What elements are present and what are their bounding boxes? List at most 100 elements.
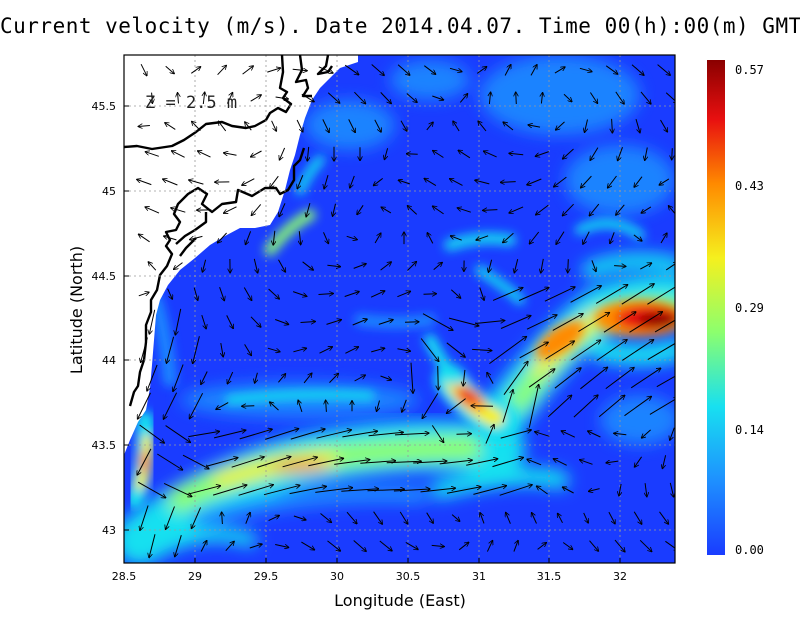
- velocity-arrow: [189, 392, 204, 419]
- velocity-arrow: [138, 126, 150, 127]
- velocity-arrow: [218, 121, 227, 132]
- velocity-arrow: [345, 347, 358, 354]
- velocity-arrow: [665, 92, 675, 103]
- velocity-arrow: [422, 393, 439, 418]
- velocity-arrow: [660, 119, 668, 132]
- velocity-arrow: [516, 92, 517, 105]
- velocity-arrow: [250, 316, 261, 327]
- velocity-arrow: [528, 125, 541, 127]
- velocity-arrow: [541, 258, 544, 273]
- velocity-arrow: [399, 511, 408, 524]
- velocity-arrow: [488, 259, 493, 273]
- velocity-arrow: [432, 95, 443, 100]
- velocity-arrow: [449, 67, 462, 71]
- velocity-arrow: [544, 287, 575, 302]
- velocity-arrow: [263, 485, 300, 496]
- velocity-arrow: [322, 119, 329, 132]
- x-tick-label: 28.5: [112, 570, 137, 583]
- velocity-arrow: [307, 146, 308, 161]
- velocity-arrow: [407, 206, 418, 215]
- velocity-arrow: [327, 92, 340, 103]
- velocity-arrow: [453, 121, 460, 132]
- velocity-arrow: [279, 203, 286, 216]
- velocity-arrow: [226, 92, 232, 104]
- velocity-arrow: [492, 288, 523, 301]
- velocity-arrow: [504, 65, 511, 76]
- y-tick-label: 45.5: [92, 100, 117, 113]
- velocity-arrow: [353, 540, 367, 552]
- grid-lines: [124, 55, 675, 563]
- velocity-arrow: [275, 319, 289, 325]
- velocity-arrow: [201, 314, 206, 329]
- velocity-arrow: [503, 122, 514, 131]
- velocity-arrow: [147, 364, 158, 391]
- velocity-arrow: [334, 460, 370, 465]
- velocity-arrow: [466, 459, 498, 466]
- velocity-arrow: [439, 460, 473, 465]
- velocity-arrow: [554, 368, 581, 389]
- colorbar-tick-label: 0.14: [735, 423, 764, 437]
- velocity-arrow: [267, 347, 280, 352]
- velocity-arrow: [326, 320, 342, 325]
- velocity-arrow: [500, 182, 516, 183]
- velocity-arrow: [316, 430, 352, 439]
- velocity-arrow: [323, 232, 329, 243]
- velocity-arrow: [606, 461, 619, 463]
- velocity-arrow: [222, 512, 223, 525]
- velocity-arrow: [367, 489, 405, 491]
- speed-field: [124, 55, 675, 563]
- velocity-arrow: [193, 336, 200, 363]
- velocity-arrow: [393, 489, 430, 491]
- velocity-arrow: [406, 154, 418, 155]
- velocity-arrow: [537, 543, 547, 550]
- velocity-arrow: [647, 286, 675, 305]
- velocity-arrow: [670, 427, 675, 441]
- velocity-arrow: [578, 313, 609, 332]
- velocity-arrow: [562, 203, 574, 216]
- velocity-arrow: [224, 206, 237, 213]
- velocity-arrow: [268, 515, 280, 522]
- velocity-arrow: [290, 429, 325, 440]
- velocity-arrow: [188, 431, 219, 438]
- velocity-arrow: [553, 459, 567, 466]
- velocity-arrow: [446, 487, 481, 494]
- velocity-arrow: [174, 262, 183, 270]
- velocity-arrow: [568, 259, 569, 273]
- velocity-arrow: [657, 64, 671, 76]
- velocity-arrow: [167, 288, 173, 300]
- velocity-arrow: [518, 288, 549, 301]
- velocity-arrow: [245, 231, 252, 244]
- velocity-arrow: [137, 481, 166, 498]
- velocity-arrow: [614, 433, 627, 434]
- velocity-arrow: [618, 147, 623, 161]
- velocity-arrow: [202, 259, 207, 272]
- velocity-arrow: [354, 91, 365, 104]
- velocity-arrow: [327, 265, 340, 266]
- velocity-arrow: [562, 487, 574, 494]
- velocity-arrow: [633, 234, 642, 241]
- velocity-arrow: [528, 384, 538, 428]
- map-title: Current velocity (m/s). Date 2014.04.07.…: [0, 14, 800, 38]
- velocity-arrow: [141, 337, 148, 363]
- velocity-arrow: [624, 396, 652, 417]
- velocity-arrow: [315, 488, 352, 493]
- velocity-arrow: [380, 375, 392, 380]
- velocity-arrow: [400, 120, 407, 131]
- x-tick-label: 30: [330, 570, 344, 583]
- y-tick-label: 44.5: [92, 270, 117, 283]
- velocity-arrow: [622, 340, 653, 361]
- velocity-arrow: [373, 178, 384, 185]
- velocity-arrow: [457, 208, 471, 213]
- velocity-arrow: [293, 515, 306, 520]
- velocity-arrow: [271, 120, 277, 131]
- velocity-arrow: [297, 175, 304, 189]
- velocity-arrow: [278, 374, 285, 383]
- velocity-arrow: [165, 65, 175, 73]
- velocity-arrow: [431, 425, 443, 442]
- velocity-arrow: [665, 540, 675, 550]
- velocity-arrow: [298, 400, 303, 413]
- velocity-arrow: [556, 121, 565, 130]
- x-axis-label: Longitude (East): [334, 591, 466, 610]
- velocity-arrow: [608, 511, 615, 524]
